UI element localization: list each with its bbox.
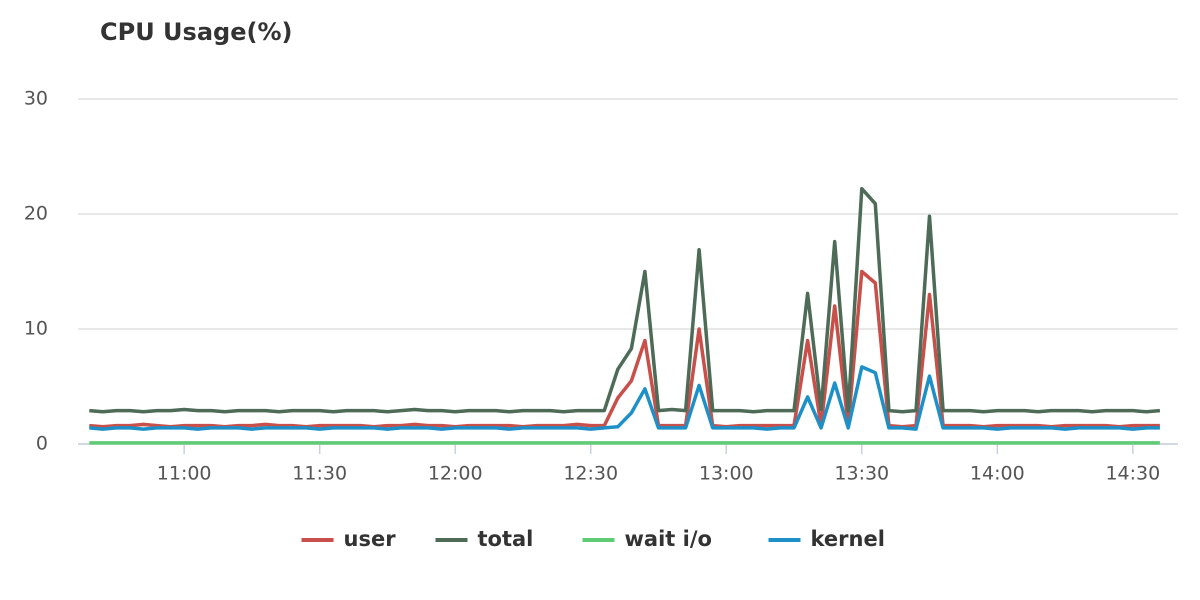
legend-label[interactable]: wait i/o [625, 527, 712, 551]
series-line [89, 186, 1161, 414]
y-tick-label: 30 [24, 88, 48, 110]
series-line [89, 365, 1160, 431]
x-tick-label: 14:30 [1105, 463, 1160, 485]
y-tick-label: 0 [36, 433, 48, 455]
x-tick-label: 11:00 [157, 463, 212, 485]
chart-title: CPU Usage(%) [100, 18, 292, 46]
series-line [89, 269, 1160, 429]
legend-label[interactable]: kernel [811, 527, 885, 551]
legend-label[interactable]: total [478, 527, 534, 551]
x-tick-label: 12:00 [428, 463, 483, 485]
x-tick-label: 13:30 [834, 463, 889, 485]
x-tick-label: 11:30 [292, 463, 347, 485]
y-tick-label: 20 [24, 203, 48, 225]
y-tick-label: 10 [24, 318, 48, 340]
x-tick-label: 14:00 [970, 463, 1025, 485]
x-tick-label: 13:00 [699, 463, 754, 485]
x-tick-label: 12:30 [563, 463, 618, 485]
legend-label[interactable]: user [344, 527, 397, 551]
